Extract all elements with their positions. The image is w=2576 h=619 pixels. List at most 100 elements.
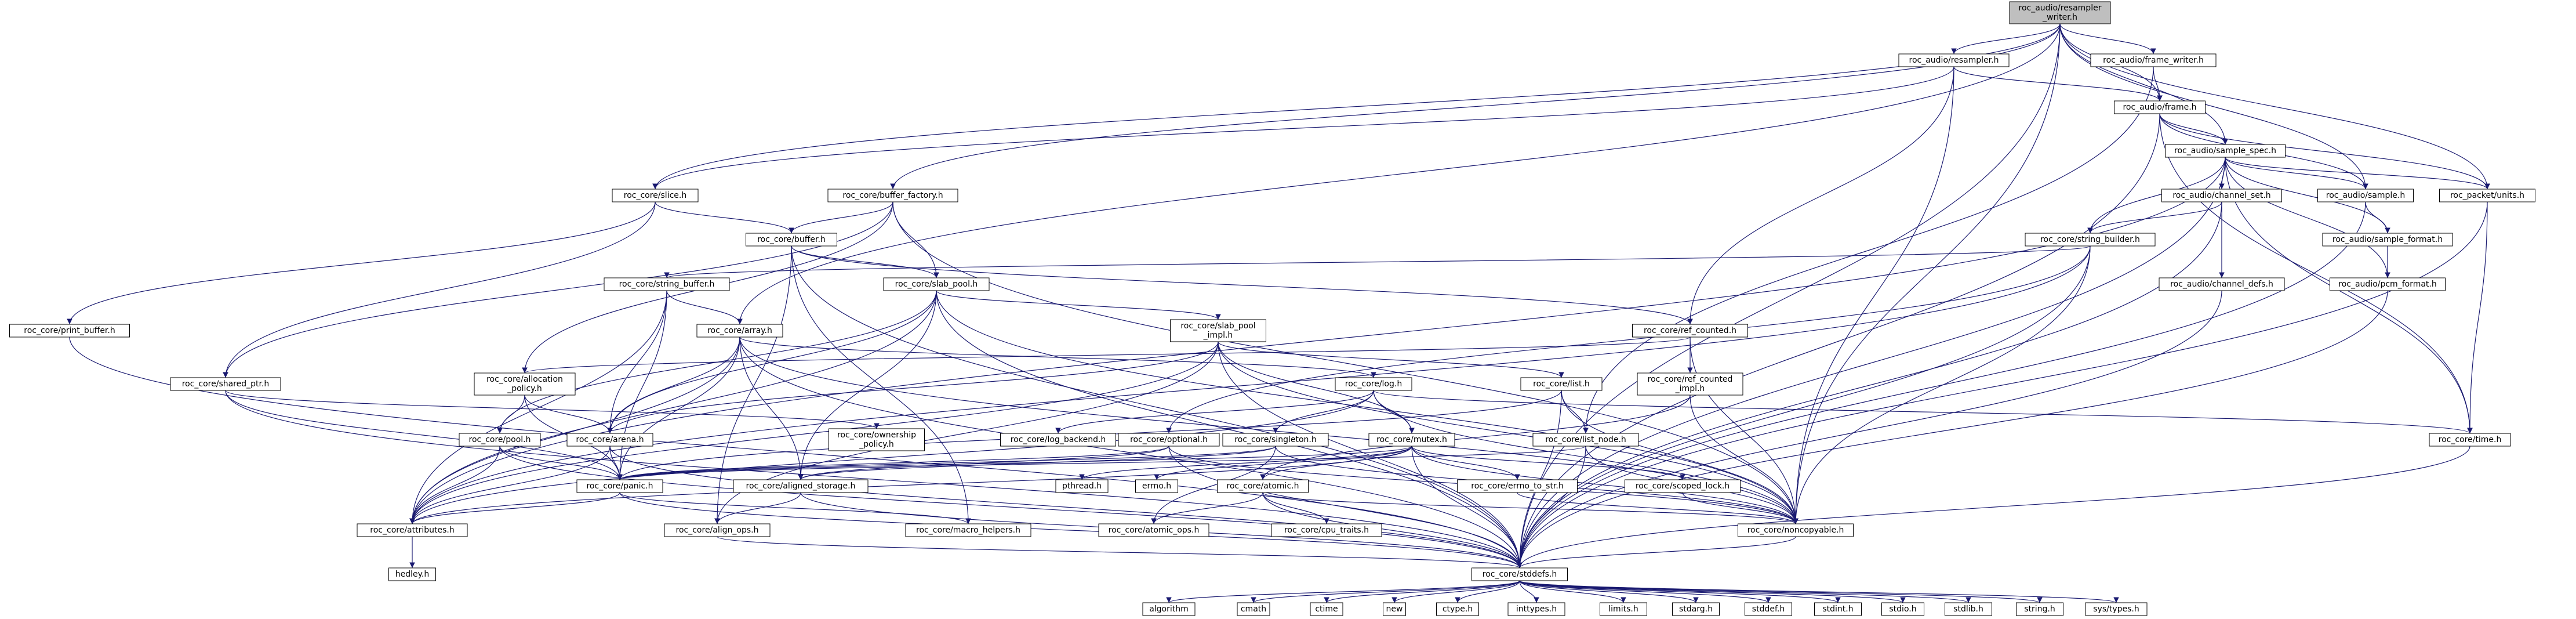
node-ctype: ctype.h <box>1436 602 1479 616</box>
node-box <box>1738 523 1854 537</box>
node-errno_to_str[interactable]: roc_core/errno_to_str.h <box>1457 479 1578 493</box>
node-label: roc_core/pool.h <box>469 435 531 444</box>
node-stddefs[interactable]: roc_core/stddefs.h <box>1472 567 1568 581</box>
node-pool[interactable]: roc_core/pool.h <box>459 433 541 447</box>
node-label: algorithm <box>1149 604 1189 614</box>
edge-shared_ptr-to-stddefs <box>225 390 1523 569</box>
edge-log-to-time <box>1373 390 2473 434</box>
edge-allocation_policy-to-pool <box>497 394 525 434</box>
node-label: pthread.h <box>1062 482 1102 491</box>
node-box <box>9 324 130 338</box>
node-sample_spec[interactable]: roc_audio/sample_spec.h <box>2165 144 2286 158</box>
node-box <box>2330 277 2446 291</box>
node-print_buffer[interactable]: roc_core/print_buffer.h <box>9 324 130 338</box>
node-channel_defs[interactable]: roc_audio/channel_defs.h <box>2159 277 2285 291</box>
node-slice[interactable]: roc_core/slice.h <box>612 189 699 202</box>
node-array[interactable]: roc_core/array.h <box>696 324 783 338</box>
node-box <box>459 433 541 447</box>
node-optional[interactable]: roc_core/optional.h <box>1118 433 1220 447</box>
edge-root-to-units <box>2059 23 2490 190</box>
edge-buffer-to-stddefs <box>791 245 1523 569</box>
node-label: hedley.h <box>395 570 430 579</box>
node-ref_counted_impl[interactable]: roc_core/ref_counted_impl.h <box>1637 372 1743 396</box>
node-resampler[interactable]: roc_audio/resampler.h <box>1898 53 2010 67</box>
node-box <box>1672 602 1720 616</box>
node-label: roc_core/macro_helpers.h <box>916 526 1020 535</box>
node-allocation_policy[interactable]: roc_core/allocation_policy.h <box>474 372 576 396</box>
edge-root-to-frame_writer <box>2059 23 2156 55</box>
node-string_builder[interactable]: roc_core/string_builder.h <box>2025 233 2156 247</box>
node-box <box>2114 100 2206 114</box>
node-label: roc_core/log.h <box>1345 379 1402 389</box>
node-slab_pool[interactable]: roc_core/slab_pool.h <box>883 277 990 291</box>
node-atomic[interactable]: roc_core/atomic.h <box>1217 479 1309 493</box>
node-units[interactable]: roc_packet/units.h <box>2439 189 2535 202</box>
node-ownership_policy[interactable]: roc_core/ownership_policy.h <box>829 428 925 451</box>
edge-noncopyable-to-stddefs <box>1517 536 1796 569</box>
node-box <box>474 372 576 396</box>
node-box <box>2439 189 2535 202</box>
node-label: roc_core/shared_ptr.h <box>182 379 270 389</box>
node-frame_writer[interactable]: roc_audio/frame_writer.h <box>2090 53 2217 67</box>
edge-resampler-to-ref_counted <box>1687 66 1954 325</box>
node-frame[interactable]: roc_audio/frame.h <box>2114 100 2206 114</box>
node-label: roc_core/slab_pool <box>1180 321 1255 331</box>
node-channel_set[interactable]: roc_audio/channel_set.h <box>2161 189 2282 202</box>
node-log[interactable]: roc_core/log.h <box>1335 377 1412 391</box>
node-slab_pool_impl[interactable]: roc_core/slab_pool_impl.h <box>1170 319 1266 342</box>
node-ref_counted[interactable]: roc_core/ref_counted.h <box>1632 324 1748 338</box>
node-panic[interactable]: roc_core/panic.h <box>576 479 663 493</box>
node-list[interactable]: roc_core/list.h <box>1520 377 1603 391</box>
node-label: roc_audio/resampler <box>2019 3 2102 13</box>
node-aligned_storage[interactable]: roc_core/aligned_storage.h <box>733 479 869 493</box>
node-string_buffer[interactable]: roc_core/string_buffer.h <box>604 277 730 291</box>
edge-stddefs-to-cmath <box>1251 580 1520 603</box>
node-label: ctype.h <box>1443 604 1473 614</box>
node-stdio: stdio.h <box>1881 602 1924 616</box>
node-label: stdint.h <box>1822 604 1853 614</box>
node-label: roc_core/ownership <box>837 430 916 440</box>
node-box <box>1310 602 1343 616</box>
node-box <box>905 523 1031 537</box>
node-box <box>664 523 771 537</box>
node-arena[interactable]: roc_core/arena.h <box>566 433 653 447</box>
node-buffer_factory[interactable]: roc_core/buffer_factory.h <box>827 189 958 202</box>
node-label: roc_core/attributes.h <box>370 526 454 535</box>
node-label: roc_core/slab_pool.h <box>895 280 978 289</box>
edge-stddefs-to-new <box>1391 580 1520 603</box>
node-attributes[interactable]: roc_core/attributes.h <box>357 523 468 537</box>
edge-array-to-attributes <box>409 336 740 524</box>
node-label: cmath <box>1241 604 1266 614</box>
node-box <box>2317 189 2414 202</box>
edge-slab_pool-to-slab_pool_impl <box>936 290 1221 320</box>
node-list_node[interactable]: roc_core/list_node.h <box>1532 433 1639 447</box>
node-sample_format[interactable]: roc_audio/sample_format.h <box>2322 233 2453 247</box>
node-pcm_format[interactable]: roc_audio/pcm_format.h <box>2330 277 2446 291</box>
node-shared_ptr[interactable]: roc_core/shared_ptr.h <box>170 377 281 391</box>
node-singleton[interactable]: roc_core/singleton.h <box>1222 433 1329 447</box>
node-align_ops[interactable]: roc_core/align_ops.h <box>664 523 771 537</box>
edge-stddefs-to-limits <box>1519 580 1626 603</box>
edge-list-to-noncopyable <box>1561 390 1799 524</box>
node-box <box>1222 433 1329 447</box>
node-box <box>1055 479 1109 493</box>
node-sample[interactable]: roc_audio/sample.h <box>2317 189 2414 202</box>
node-time[interactable]: roc_core/time.h <box>2429 433 2511 447</box>
edge-sample_spec-to-string_builder <box>2087 157 2226 234</box>
node-label: inttypes.h <box>1516 604 1557 614</box>
node-root[interactable]: roc_audio/resampler_writer.h <box>2009 1 2111 24</box>
node-box <box>827 189 958 202</box>
node-box <box>1142 602 1196 616</box>
node-scoped_lock[interactable]: roc_core/scoped_lock.h <box>1625 479 1741 493</box>
nodes-layer: roc_audio/resampler_writer.hroc_audio/re… <box>9 1 2535 616</box>
node-macro_helpers[interactable]: roc_core/macro_helpers.h <box>905 523 1031 537</box>
edge-atomic-to-cpu_traits <box>1262 492 1329 524</box>
node-atomic_ops[interactable]: roc_core/atomic_ops.h <box>1098 523 1209 537</box>
node-noncopyable[interactable]: roc_core/noncopyable.h <box>1738 523 1854 537</box>
node-buffer[interactable]: roc_core/buffer.h <box>746 233 837 247</box>
node-box <box>1436 602 1479 616</box>
node-mutex[interactable]: roc_core/mutex.h <box>1368 433 1455 447</box>
node-box <box>2085 602 2148 616</box>
node-label: ctime <box>1315 604 1338 614</box>
edge-slice-to-shared_ptr <box>223 201 656 378</box>
